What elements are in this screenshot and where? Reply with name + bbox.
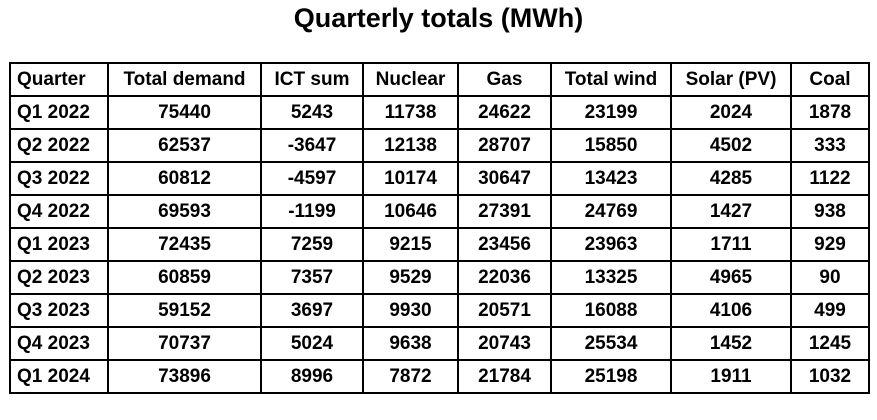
table-cell: 10174 [362,161,459,196]
table-cell: 1452 [670,326,792,361]
table: Quarter Total demand ICT sum Nuclear Gas Tota… [9,62,870,394]
header-cell: Total demand [107,62,262,97]
table-cell: 7357 [260,260,364,295]
table-cell: 1122 [790,161,870,196]
table-row: Q1 2023 72435 7259 9215 23456 23963 1711 929 [9,227,870,262]
table-cell: 13423 [550,161,672,196]
table-cell: 938 [790,194,870,229]
row-label: Q4 2022 [9,194,109,229]
table-cell: 20743 [457,326,552,361]
table-cell: 20571 [457,293,552,328]
table-cell: 10646 [362,194,459,229]
header-cell: ICT sum [260,62,364,97]
table-cell: 75440 [107,95,262,130]
table-cell: 2024 [670,95,792,130]
table-row: Q4 2023 70737 5024 9638 20743 25534 1452 1245 [9,326,870,361]
table-cell: 9529 [362,260,459,295]
table-row: Q1 2024 73896 8996 7872 21784 25198 1911 1032 [9,359,870,394]
table-cell: 929 [790,227,870,262]
row-label: Q2 2022 [9,128,109,163]
header-cell: Coal [790,62,870,97]
header-row: Quarter Total demand ICT sum Nuclear Gas Tota… [9,62,870,97]
table-cell: 24622 [457,95,552,130]
table-cell: 1911 [670,359,792,394]
table-cell: 28707 [457,128,552,163]
table-cell: 4106 [670,293,792,328]
table-cell: 60812 [107,161,262,196]
table-cell: 9930 [362,293,459,328]
table-cell: 1245 [790,326,870,361]
table-cell: 60859 [107,260,262,295]
table-cell: 1711 [670,227,792,262]
row-label: Q4 2023 [9,326,109,361]
table-cell: 11738 [362,95,459,130]
table-row: Q3 2022 60812 -4597 10174 30647 13423 4285 1122 [9,161,870,196]
table-cell: 8996 [260,359,364,394]
header-cell: Nuclear [362,62,459,97]
table-cell: -4597 [260,161,364,196]
table-cell: 7872 [362,359,459,394]
header-cell: Solar (PV) [670,62,792,97]
table-row: Q3 2023 59152 3697 9930 20571 16088 4106 499 [9,293,870,328]
table-cell: 16088 [550,293,672,328]
table-cell: 23963 [550,227,672,262]
table-cell: 4965 [670,260,792,295]
table-cell: 70737 [107,326,262,361]
table-cell: 9638 [362,326,459,361]
table-cell: 69593 [107,194,262,229]
table-cell: 23199 [550,95,672,130]
table-cell: 1427 [670,194,792,229]
table-cell: 333 [790,128,870,163]
row-label: Q1 2024 [9,359,109,394]
table-cell: 1878 [790,95,870,130]
table-cell: 90 [790,260,870,295]
table-cell: 72435 [107,227,262,262]
table-cell: 4502 [670,128,792,163]
title: Quarterly totals (MWh) [293,3,584,33]
table-cell: 73896 [107,359,262,394]
table-cell: 22036 [457,260,552,295]
table-cell: 15850 [550,128,672,163]
table-cell: 1032 [790,359,870,394]
table-cell: 5024 [260,326,364,361]
table-cell: 62537 [107,128,262,163]
table-row: Q2 2022 62537 -3647 12138 28707 15850 4502 333 [9,128,870,163]
table-cell: 13325 [550,260,672,295]
row-label: Q3 2023 [9,293,109,328]
table-cell: 7259 [260,227,364,262]
table-cell: 12138 [362,128,459,163]
table-cell: 25198 [550,359,672,394]
header-cell: Quarter [9,62,109,97]
table-cell: 9215 [362,227,459,262]
row-label: Q1 2023 [9,227,109,262]
table-body: Q1 2022 75440 5243 11738 24622 23199 2024 1878 Q… [9,95,870,394]
header-cell: Gas [457,62,552,97]
table-cell: 5243 [260,95,364,130]
table-row: Q4 2022 69593 -1199 10646 27391 24769 1427 938 [9,194,870,229]
table-row: Q1 2022 75440 5243 11738 24622 23199 2024 1878 [9,95,870,130]
header-cell: Total wind [550,62,672,97]
table-cell: 4285 [670,161,792,196]
table-row: Q2 2023 60859 7357 9529 22036 13325 4965 90 [9,260,870,295]
table-cell: -3647 [260,128,364,163]
table-cell: 27391 [457,194,552,229]
table-cell: 3697 [260,293,364,328]
table-cell: 24769 [550,194,672,229]
row-label: Q3 2022 [9,161,109,196]
row-label: Q2 2023 [9,260,109,295]
table-cell: 59152 [107,293,262,328]
table-cell: 23456 [457,227,552,262]
table-cell: -1199 [260,194,364,229]
table-cell: 499 [790,293,870,328]
row-label: Q1 2022 [9,95,109,130]
table-cell: 30647 [457,161,552,196]
table-cell: 21784 [457,359,552,394]
table-cell: 25534 [550,326,672,361]
